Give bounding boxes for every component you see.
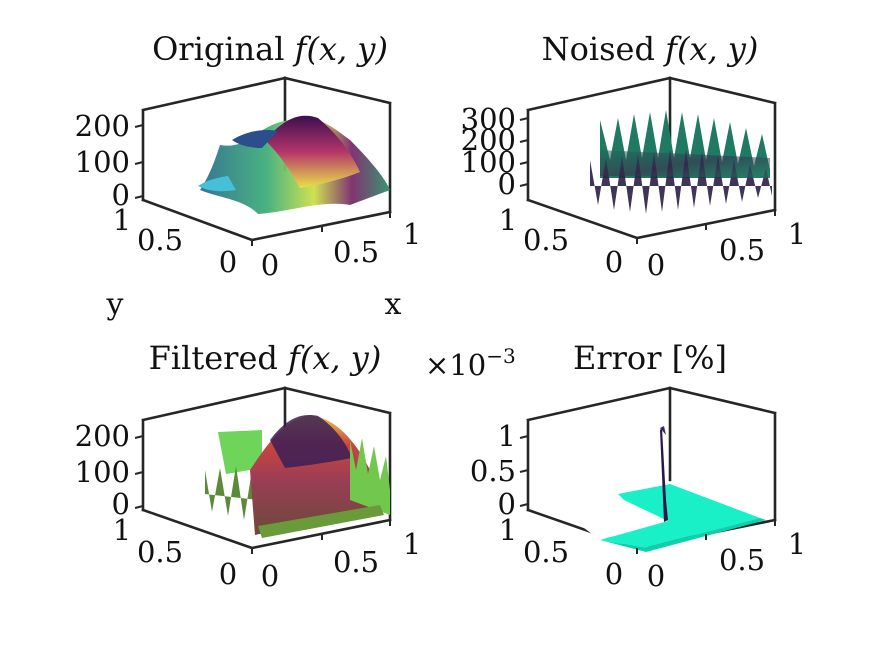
- y-tick-label: 1: [499, 513, 517, 547]
- axes-box-noised: [526, 76, 777, 212]
- surface-ridge-original: [232, 130, 278, 148]
- z-tick-label: 200: [461, 123, 516, 157]
- y-tick-label: 0: [605, 245, 623, 279]
- y-ticks-filtered: 1 0.5 0: [113, 513, 237, 591]
- x-tick-label: 0: [647, 248, 665, 282]
- title-filtered: Filtered f(x, y): [149, 339, 382, 377]
- y-tick-label: 1: [499, 203, 517, 237]
- panel-noised: Noised f(x, y) 300 200 100 0 1 0.5 0: [461, 30, 807, 282]
- exponent-label: ×10−3: [425, 344, 516, 382]
- y-tick-label: 0: [219, 557, 237, 591]
- y-tick-label: 0.5: [523, 223, 569, 257]
- x-ticks-error: 0 0.5 1: [636, 520, 806, 593]
- x-tick-label: 1: [403, 217, 421, 251]
- z-tick-label: 200: [75, 109, 130, 143]
- y-tick-label: 1: [113, 203, 131, 237]
- z-ticks-filtered: 200 100 0: [75, 419, 144, 521]
- z-ticks-noised: 300 200 100 0: [461, 102, 529, 201]
- x-tick-label: 0.5: [333, 235, 379, 269]
- panel-filtered: Filtered f(x, y) 200 100 0 1 0.5 0: [75, 339, 422, 593]
- y-tick-label: 0.5: [137, 223, 183, 257]
- title-noised: Noised f(x, y): [542, 30, 759, 68]
- z-tick-label: 200: [75, 419, 130, 453]
- surface-peak-original: [265, 115, 360, 188]
- x-axis-label: x: [385, 287, 402, 322]
- axes-box-filtered: [141, 386, 392, 522]
- y-tick-label: 0: [219, 245, 237, 279]
- z-tick-label: 0: [112, 178, 130, 212]
- y-ticks-noised: 1 0.5 0: [499, 203, 623, 279]
- y-ticks-original: 1 0.5 0: [113, 203, 237, 279]
- x-tick-label: 1: [403, 527, 421, 561]
- y-tick-label: 0.5: [137, 535, 183, 569]
- y-axis-label: y: [106, 287, 124, 322]
- z-tick-label: 0: [498, 167, 516, 201]
- z-tick-label: 100: [75, 455, 130, 489]
- x-tick-label: 0.5: [719, 543, 765, 577]
- z-tick-label: 0.5: [470, 454, 516, 488]
- x-tick-label: 0: [261, 248, 279, 282]
- surface-edge-original: [198, 176, 236, 192]
- z-ticks-error: 1 0.5 0: [470, 419, 529, 521]
- x-tick-label: 1: [788, 217, 806, 251]
- panel-original: Original f(x, y) 200 100 0 1 0.5 0: [75, 30, 422, 282]
- x-tick-label: 0.5: [719, 233, 765, 267]
- z-ticks-original: 200 100 0: [75, 109, 144, 212]
- x-ticks-noised: 0 0.5 1: [636, 210, 806, 282]
- panel-error: Error [%] 1 0.5 0 1 0.5 0: [470, 339, 806, 593]
- y-tick-label: 0: [605, 557, 623, 591]
- y-ticks-error: 1 0.5 0: [499, 513, 623, 591]
- surface-filtered: [205, 415, 390, 538]
- x-ticks-filtered: 0 0.5 1: [251, 520, 421, 593]
- title-error: Error [%]: [573, 339, 727, 377]
- surface-error: [560, 426, 766, 552]
- x-tick-label: 1: [788, 527, 806, 561]
- z-tick-label: 300: [461, 102, 516, 136]
- axes-box-error: [526, 386, 777, 522]
- title-original: Original f(x, y): [152, 30, 388, 68]
- x-ticks-original: 0 0.5 1: [251, 212, 421, 282]
- axes-box-original: [141, 76, 392, 214]
- y-tick-label: 1: [113, 513, 131, 547]
- y-tick-label: 0.5: [523, 535, 569, 569]
- z-tick-label: 100: [75, 145, 130, 179]
- z-tick-label: 0: [498, 487, 516, 521]
- z-tick-label: 100: [461, 145, 516, 179]
- z-tick-label: 0: [112, 487, 130, 521]
- x-tick-label: 0: [261, 559, 279, 593]
- x-tick-label: 0: [647, 559, 665, 593]
- surface-noised: [590, 110, 772, 214]
- x-tick-label: 0.5: [333, 545, 379, 579]
- z-tick-label: 1: [498, 419, 516, 453]
